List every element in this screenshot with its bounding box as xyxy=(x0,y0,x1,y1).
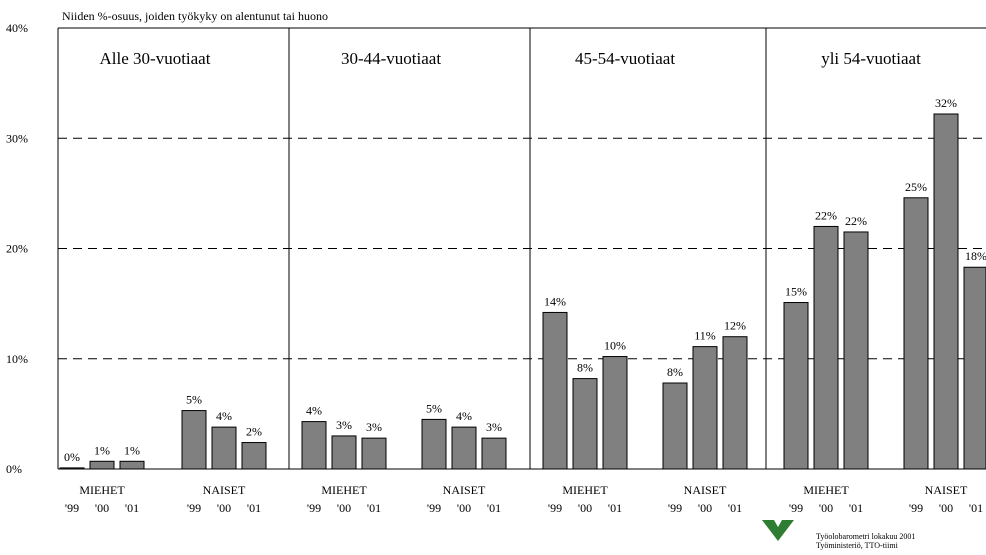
data-label: 2% xyxy=(246,425,262,439)
data-label: 25% xyxy=(905,180,927,194)
bar xyxy=(331,435,357,470)
footer-organization-line: Työministeriö, TTO-tiimi xyxy=(816,541,899,550)
bar xyxy=(542,311,568,470)
labels: Alle 30-vuotiaat0%'991%'001%'01MIEHET5%'… xyxy=(64,49,986,515)
panel-title: yli 54-vuotiaat xyxy=(821,49,921,68)
chart-title: Niiden %-osuus, joiden työkyky on alentu… xyxy=(62,9,328,23)
x-tick-label: '01 xyxy=(247,501,261,515)
group-label: NAISET xyxy=(203,483,246,497)
y-axis: 0% 10% 20% 30% 40% xyxy=(6,21,28,476)
group-label: NAISET xyxy=(925,483,968,497)
bar xyxy=(361,437,387,470)
panel-title: 45-54-vuotiaat xyxy=(575,49,675,68)
bar xyxy=(692,346,718,470)
bar xyxy=(451,426,477,470)
data-label: 1% xyxy=(94,443,110,457)
bars xyxy=(59,113,986,470)
group-label: NAISET xyxy=(684,483,727,497)
data-label: 22% xyxy=(845,214,867,228)
logo xyxy=(762,520,794,541)
panel-title: Alle 30-vuotiaat xyxy=(100,49,211,68)
data-label: 4% xyxy=(456,409,472,423)
data-label: 14% xyxy=(544,294,566,308)
data-label: 4% xyxy=(216,409,232,423)
x-tick-label: '01 xyxy=(969,501,983,515)
x-tick-label: '00 xyxy=(578,501,592,515)
data-label: 32% xyxy=(935,96,957,110)
panel-title: 30-44-vuotiaat xyxy=(341,49,441,68)
data-label: 15% xyxy=(785,285,807,299)
footer-source-line: Työolobarometri lokakuu 2001 xyxy=(816,532,915,541)
bar xyxy=(963,266,986,470)
y-tick-label: 40% xyxy=(6,21,28,35)
data-label: 8% xyxy=(577,361,593,375)
data-label: 8% xyxy=(667,365,683,379)
bar xyxy=(301,421,327,470)
x-tick-label: '99 xyxy=(909,501,923,515)
group-label: MIEHET xyxy=(321,483,367,497)
x-tick-label: '00 xyxy=(698,501,712,515)
bar xyxy=(602,356,628,470)
x-tick-label: '00 xyxy=(457,501,471,515)
x-tick-label: '99 xyxy=(65,501,79,515)
data-label: 12% xyxy=(724,319,746,333)
x-tick-label: '01 xyxy=(728,501,742,515)
logo-chevron-top xyxy=(762,520,794,541)
data-label: 4% xyxy=(306,404,322,418)
data-label: 10% xyxy=(604,339,626,353)
group-label: MIEHET xyxy=(562,483,608,497)
panel-separators xyxy=(288,28,767,469)
bar xyxy=(722,336,748,470)
data-label: 18% xyxy=(965,249,986,263)
x-tick-label: '99 xyxy=(789,501,803,515)
data-label: 3% xyxy=(486,420,502,434)
data-label: 1% xyxy=(124,443,140,457)
data-label: 5% xyxy=(186,393,202,407)
x-tick-label: '00 xyxy=(337,501,351,515)
y-tick-label: 10% xyxy=(6,352,28,366)
data-label: 0% xyxy=(64,450,80,464)
bar xyxy=(181,410,207,470)
data-label: 22% xyxy=(815,208,837,222)
bar xyxy=(89,460,115,470)
x-tick-label: '01 xyxy=(367,501,381,515)
group-label: NAISET xyxy=(443,483,486,497)
x-tick-label: '99 xyxy=(548,501,562,515)
bar xyxy=(843,231,869,470)
bar xyxy=(783,302,809,470)
x-tick-label: '99 xyxy=(187,501,201,515)
y-tick-label: 30% xyxy=(6,131,28,145)
bar xyxy=(662,382,688,470)
bar xyxy=(211,426,237,470)
x-tick-label: '01 xyxy=(849,501,863,515)
x-tick-label: '99 xyxy=(668,501,682,515)
group-label: MIEHET xyxy=(803,483,849,497)
bar xyxy=(481,437,507,470)
data-label: 11% xyxy=(694,329,716,343)
bar xyxy=(572,378,598,470)
bar xyxy=(933,113,959,470)
x-tick-label: '99 xyxy=(307,501,321,515)
data-label: 5% xyxy=(426,401,442,415)
x-tick-label: '00 xyxy=(819,501,833,515)
y-tick-label: 20% xyxy=(6,242,28,256)
x-tick-label: '01 xyxy=(487,501,501,515)
x-tick-label: '01 xyxy=(608,501,622,515)
x-tick-label: '01 xyxy=(125,501,139,515)
bar xyxy=(241,442,267,470)
y-tick-label: 0% xyxy=(6,462,22,476)
x-tick-label: '00 xyxy=(95,501,109,515)
x-tick-label: '00 xyxy=(217,501,231,515)
x-tick-label: '00 xyxy=(939,501,953,515)
x-tick-label: '99 xyxy=(427,501,441,515)
bar xyxy=(119,460,145,470)
bar xyxy=(813,225,839,470)
data-label: 3% xyxy=(336,418,352,432)
bar xyxy=(903,197,929,470)
bar xyxy=(421,418,447,470)
group-label: MIEHET xyxy=(79,483,125,497)
data-label: 3% xyxy=(366,420,382,434)
